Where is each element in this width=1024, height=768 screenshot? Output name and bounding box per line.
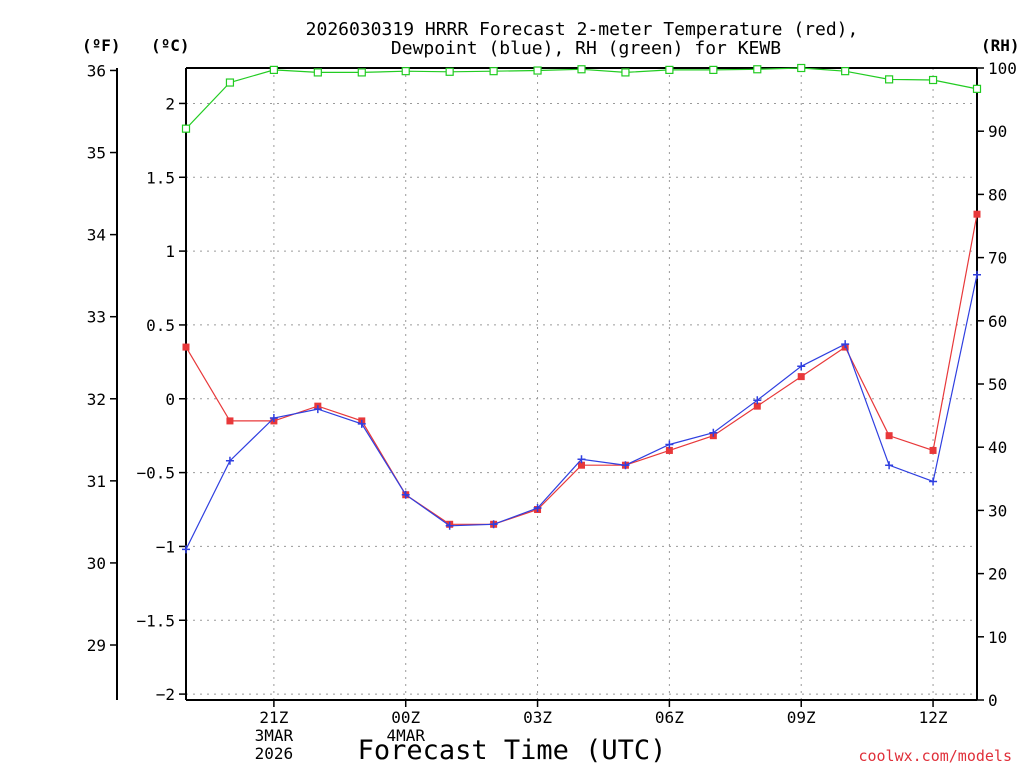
dewpoint-point	[489, 520, 498, 529]
chart-title-line1: 2026030319 HRRR Forecast 2-meter Tempera…	[306, 19, 859, 40]
dewpoint-point	[533, 504, 542, 513]
rh-tick-label: 0	[988, 691, 998, 710]
fahrenheit-tick-label: 33	[87, 308, 106, 327]
fahrenheit-unit-label: (ºF)	[82, 36, 121, 55]
rh-tick-label: 40	[988, 438, 1007, 457]
rh-tick-label: 30	[988, 501, 1007, 520]
x-tick-label: 3MAR	[255, 726, 294, 745]
x-tick-label: 4MAR	[386, 726, 425, 745]
fahrenheit-tick-label: 31	[87, 472, 106, 491]
fahrenheit-tick-label: 36	[87, 61, 106, 80]
celsius-tick-label: −1.5	[136, 611, 175, 630]
dewpoint-point	[313, 405, 322, 414]
rh-tick-label: 20	[988, 565, 1007, 584]
rh-point	[841, 67, 850, 76]
temperature-point	[929, 446, 937, 454]
credit-text: coolwx.com/models	[858, 747, 1012, 765]
rh-point	[401, 67, 410, 76]
dewpoint-point	[929, 477, 938, 486]
dewpoint-point	[665, 440, 674, 449]
grid-layer	[186, 68, 977, 700]
dewpoint-point	[577, 455, 586, 464]
dewpoint-point	[182, 545, 190, 554]
rh-point	[885, 75, 894, 84]
x-tick-label: 09Z	[787, 708, 816, 727]
rh-unit-label: (RH)	[981, 36, 1020, 55]
rh-tick-label: 10	[988, 628, 1007, 647]
x-axis-label: Forecast Time (UTC)	[358, 735, 667, 766]
celsius-unit-label: (ºC)	[151, 36, 190, 55]
celsius-tick-label: −2	[156, 685, 175, 704]
rh-point	[357, 68, 366, 77]
rh-point	[665, 65, 674, 74]
rh-series-line	[185, 67, 978, 130]
x-tick-label: 2026	[255, 744, 294, 763]
dewpoint-point	[841, 340, 850, 349]
temperature-point	[753, 402, 761, 410]
dewpoint-point	[709, 428, 718, 437]
dewpoint-point	[445, 521, 454, 530]
x-tick-label: 06Z	[655, 708, 684, 727]
celsius-tick-label: −1	[156, 537, 175, 556]
rh-point	[269, 65, 278, 74]
rh-point	[313, 68, 322, 77]
rh-tick-label: 70	[988, 249, 1007, 268]
rh-tick-label: 100	[988, 59, 1017, 78]
rh-point	[489, 67, 498, 76]
rh-point	[753, 65, 762, 74]
rh-tick-label: 50	[988, 375, 1007, 394]
temperature-point	[226, 417, 234, 425]
rh-point	[972, 84, 982, 93]
rh-point	[928, 75, 938, 85]
rh-tick-label: 80	[988, 185, 1007, 204]
rh-point	[709, 65, 718, 74]
temperature-point	[182, 343, 190, 351]
dewpoint-point	[621, 461, 630, 470]
x-tick-label: 12Z	[919, 708, 948, 727]
x-tick-label: 21Z	[259, 708, 288, 727]
celsius-tick-label: 0	[165, 390, 175, 409]
rh-point	[445, 67, 454, 76]
celsius-tick-label: 0.5	[146, 316, 175, 335]
rh-point	[533, 66, 542, 75]
celsius-tick-label: 1.5	[146, 168, 175, 187]
rh-point	[577, 65, 586, 74]
rh-point	[797, 63, 806, 73]
dewpoint-point	[401, 490, 410, 499]
rh-point	[225, 78, 235, 87]
x-tick-label: 00Z	[391, 708, 420, 727]
dewpoint-point	[225, 456, 234, 465]
fahrenheit-tick-label: 34	[87, 226, 106, 245]
rh-point	[621, 68, 630, 77]
dewpoint-point	[357, 419, 366, 428]
dewpoint-point	[269, 413, 278, 422]
temperature-point	[665, 446, 673, 454]
dewpoint-point	[797, 362, 806, 371]
chart-title-line2: Dewpoint (blue), RH (green) for KEWB	[391, 38, 781, 59]
temperature-point	[973, 210, 981, 218]
dewpoint-point	[973, 270, 981, 279]
temperature-point	[797, 373, 805, 381]
fahrenheit-tick-label: 30	[87, 554, 106, 573]
celsius-tick-label: 1	[165, 242, 175, 261]
temperature-point	[578, 461, 585, 469]
dewpoint-point	[885, 461, 894, 470]
rh-tick-label: 90	[988, 122, 1007, 141]
celsius-tick-label: 2	[165, 94, 175, 113]
fahrenheit-tick-label: 32	[87, 390, 106, 409]
fahrenheit-tick-label: 35	[87, 144, 106, 163]
series-layer	[181, 63, 982, 554]
x-tick-label: 03Z	[523, 708, 552, 727]
rh-point	[181, 124, 191, 133]
temperature-point	[885, 432, 893, 440]
rh-tick-label: 60	[988, 312, 1007, 331]
temperature-series-line	[185, 214, 978, 525]
dewpoint-point	[753, 396, 762, 405]
fahrenheit-tick-label: 29	[87, 636, 106, 655]
dewpoint-series-line	[185, 274, 978, 550]
celsius-tick-label: −0.5	[136, 464, 175, 483]
